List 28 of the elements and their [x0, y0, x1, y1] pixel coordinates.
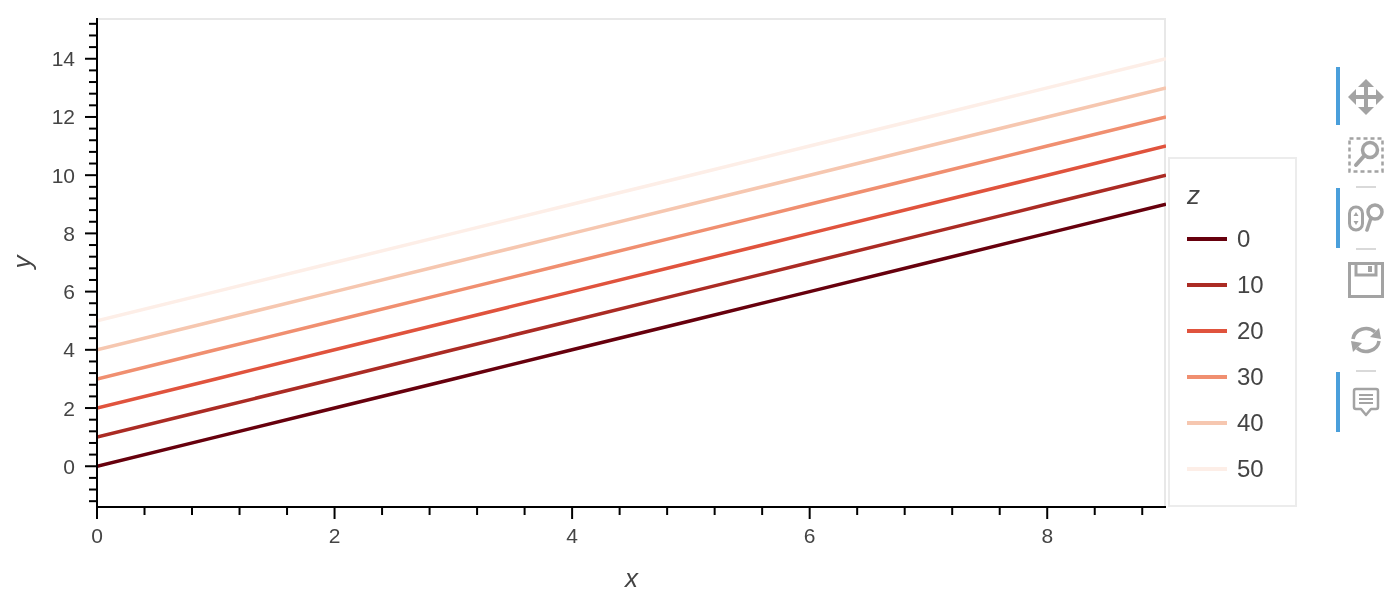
- y-tick-label: 8: [63, 221, 75, 245]
- line-series: [97, 57, 1166, 323]
- y-axis-title: y: [7, 255, 37, 269]
- y-tick-label: 2: [63, 396, 75, 420]
- legend-title: z: [1187, 179, 1201, 211]
- legend-label: 20: [1237, 317, 1264, 345]
- x-tick-label: 8: [1041, 524, 1054, 547]
- line-series: [97, 173, 1166, 439]
- legend-label: 0: [1237, 225, 1251, 253]
- legend-label: 40: [1237, 409, 1264, 437]
- legend-label: 10: [1237, 271, 1264, 299]
- y-tick-label: 10: [51, 163, 75, 187]
- x-tick-label: 4: [566, 524, 579, 547]
- y-tick-label: 6: [63, 280, 75, 304]
- y-tick-label: 12: [51, 105, 75, 129]
- legend-label: 50: [1237, 455, 1264, 483]
- y-tick-label: 4: [63, 338, 76, 362]
- x-tick-label: 6: [803, 524, 816, 547]
- line-series: [97, 86, 1166, 352]
- x-tick-label: 0: [91, 524, 103, 547]
- x-tick-label: 2: [328, 524, 341, 547]
- x-axis-title: x: [625, 563, 638, 593]
- line-series: [97, 115, 1166, 381]
- y-tick-label: 0: [63, 454, 75, 478]
- y-tick-label: 14: [51, 47, 76, 71]
- line-series: [97, 202, 1166, 468]
- legend-label: 30: [1237, 363, 1264, 391]
- line-series: [97, 144, 1166, 410]
